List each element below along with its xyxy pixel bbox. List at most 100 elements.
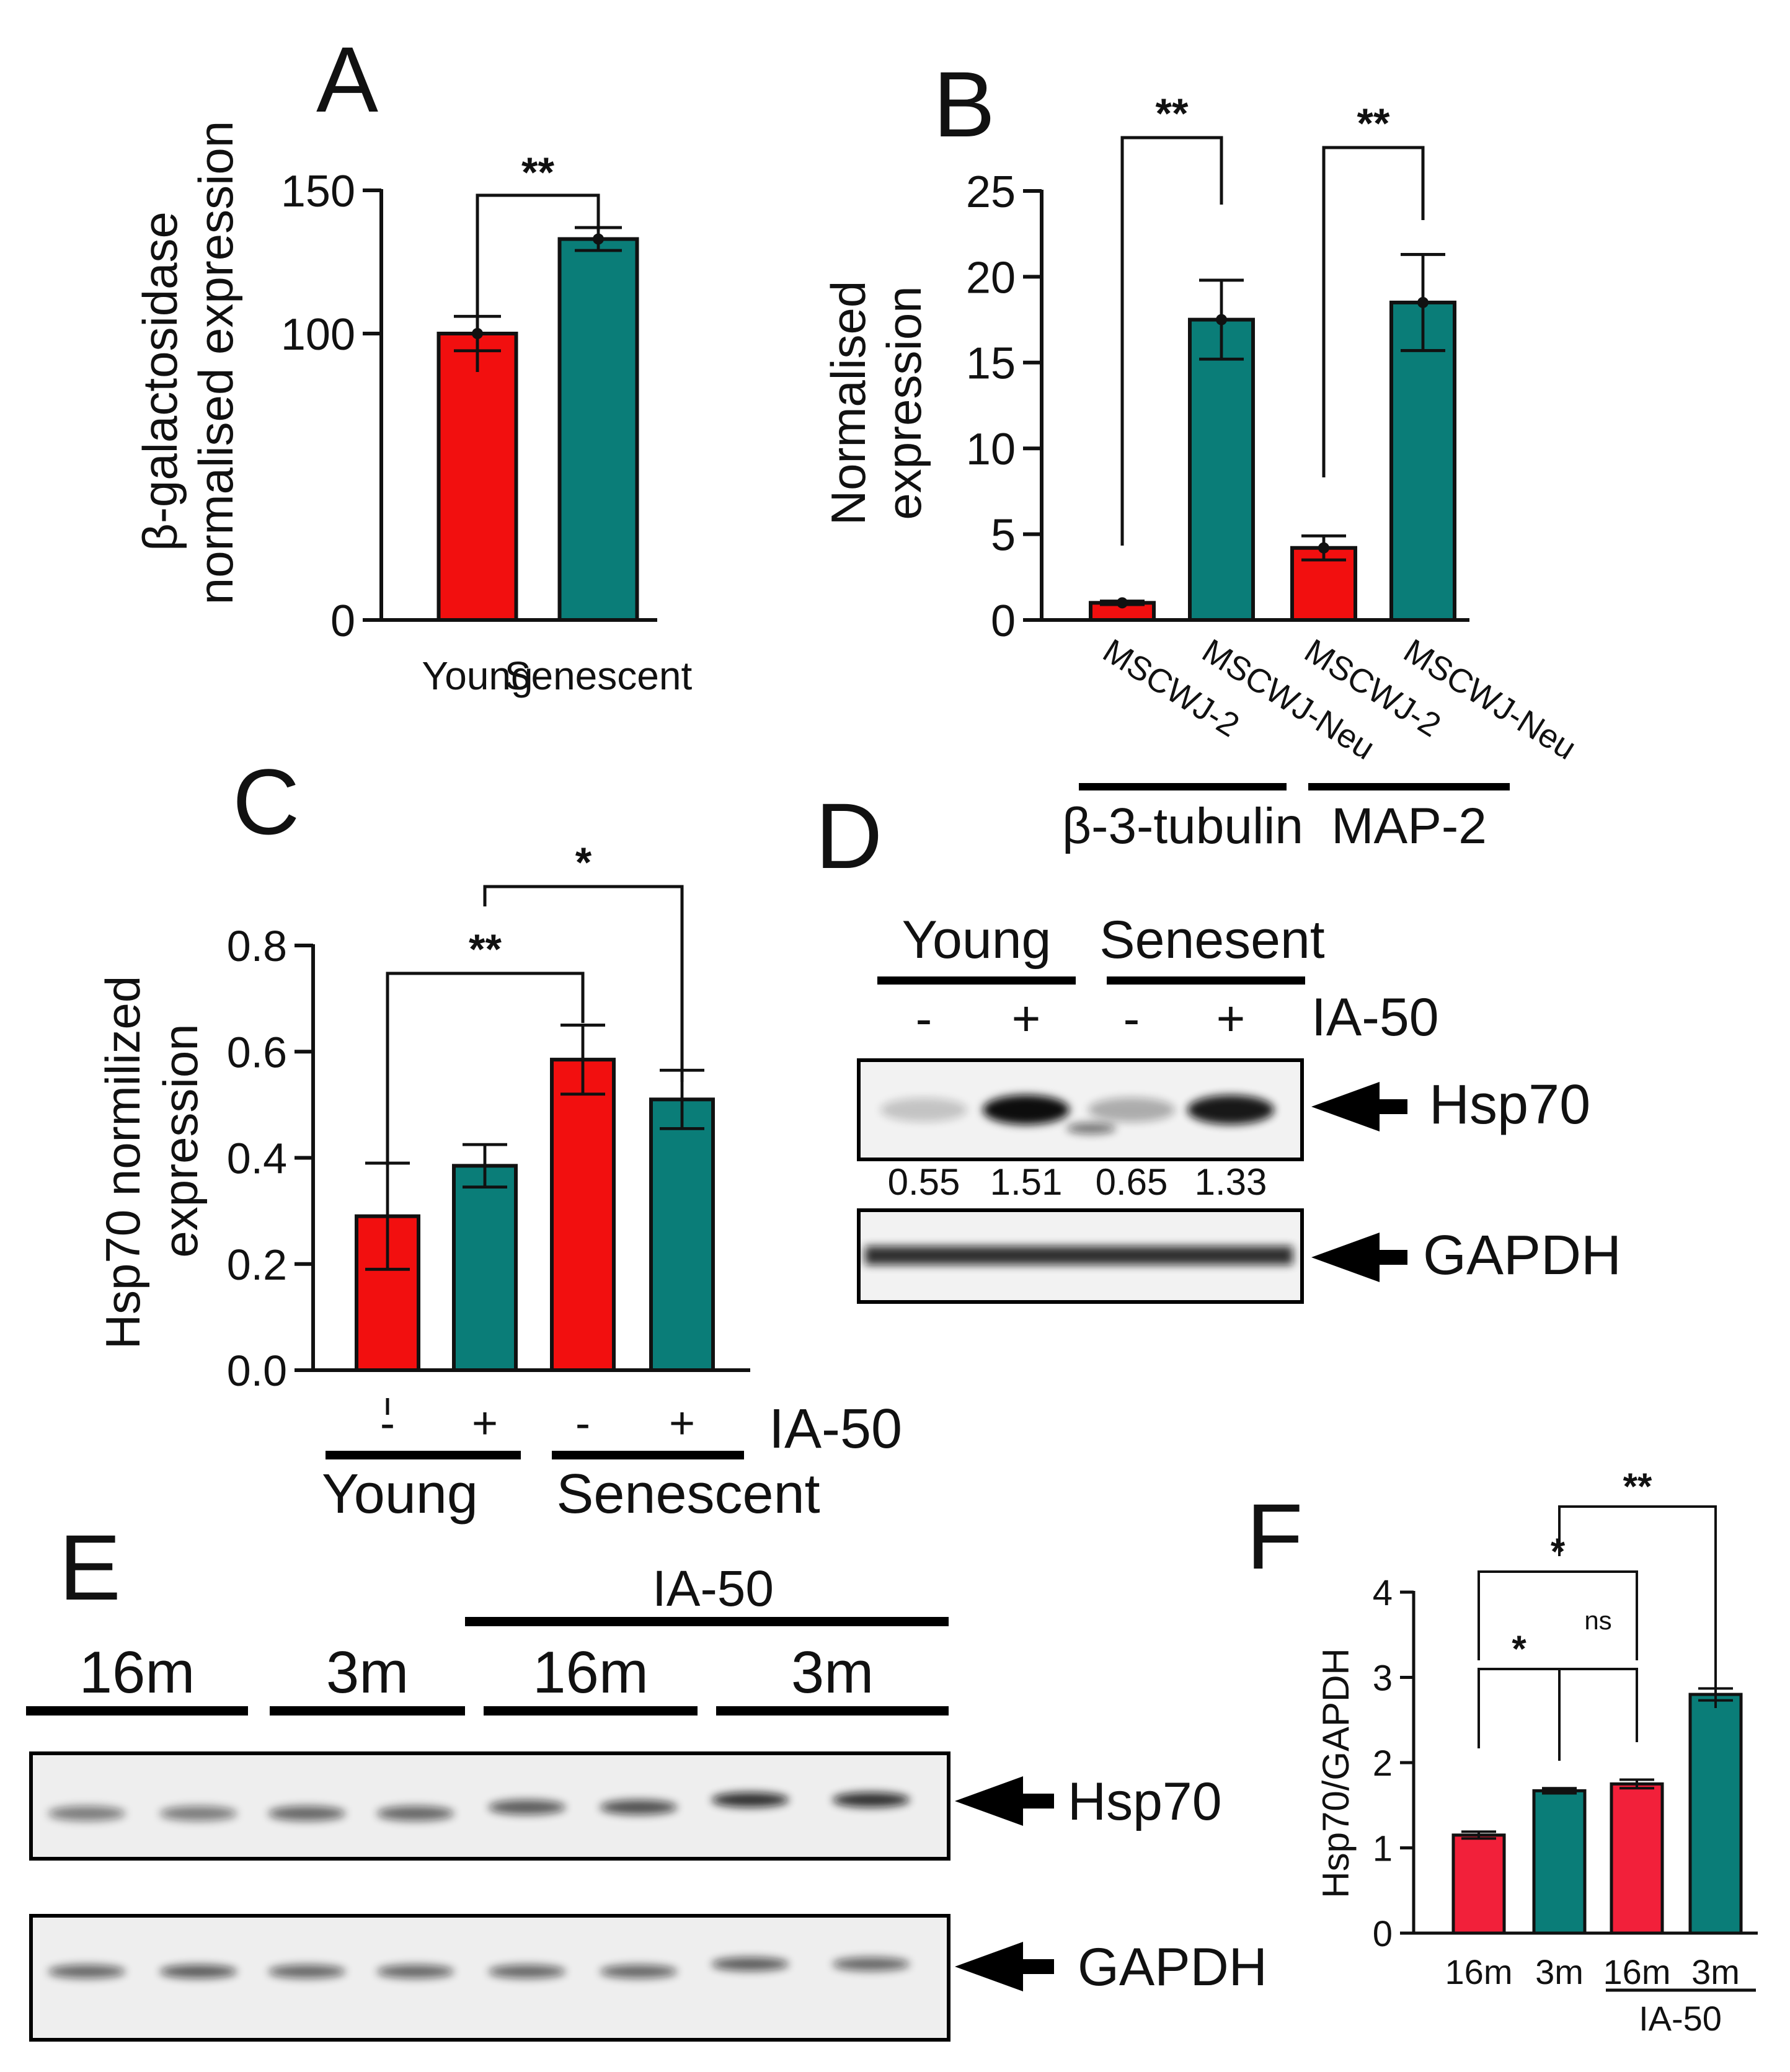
f-bar	[1688, 1693, 1743, 1935]
d-group-underline	[1107, 976, 1305, 985]
a-x-tick-label: Senescent	[505, 653, 693, 698]
f-x-tick-label: 16m	[1445, 1952, 1513, 1991]
b-y-label-line-1: Normalised	[821, 281, 875, 525]
e-hsp70-band	[832, 1792, 910, 1807]
b-group-label: β-3-tubulin	[1062, 798, 1303, 854]
e-gapdh-band	[711, 1957, 789, 1971]
b-significance-label: **	[1156, 90, 1189, 137]
e-gapdh-band	[376, 1965, 454, 1978]
b-mean-point	[1417, 296, 1429, 308]
b-mean-point	[1216, 314, 1227, 325]
e-treatment-label: IA-50	[652, 1561, 774, 1617]
f-significance-label: ns	[1584, 1606, 1611, 1635]
b-y-tick-label: 15	[966, 339, 1016, 389]
f-y-tick-label: 1	[1373, 1828, 1393, 1869]
e-gapdh-arrow	[955, 1942, 1054, 1991]
c-x-tick-label: +	[669, 1399, 695, 1448]
b-bar	[1389, 300, 1456, 622]
c-x-tick-label: +	[472, 1399, 498, 1448]
panel-letter-f: F	[1246, 1484, 1303, 1588]
d-hsp70-band	[983, 1095, 1070, 1125]
c-y-tick-label: 0.4	[227, 1135, 287, 1183]
c-significance-bracket	[483, 885, 684, 1082]
d-hsp70-arrow	[1311, 1082, 1407, 1131]
panel-letter-b: B	[933, 52, 995, 156]
a-bar	[436, 332, 518, 622]
f-x-tick-label: 16m	[1603, 1952, 1671, 1991]
e-group-label: 16m	[533, 1639, 649, 1706]
d-treatment-label: IA-50	[1311, 988, 1439, 1047]
f-x-tick-label: 3m	[1691, 1952, 1740, 1991]
panel-letter-d: D	[815, 784, 882, 888]
b-y-tick-label: 10	[966, 425, 1016, 474]
d-hsp70-label: Hsp70	[1429, 1074, 1590, 1136]
e-gapdh-band	[159, 1965, 237, 1978]
a-y-label-line-2: normalised expression	[188, 121, 243, 604]
b-bar	[1188, 317, 1255, 622]
e-hsp70-band	[159, 1806, 237, 1821]
c-bar	[649, 1097, 715, 1372]
c-treatment-label: IA-50	[769, 1398, 902, 1460]
d-gapdh-arrow	[1311, 1233, 1407, 1282]
f-significance-bracket	[1558, 1505, 1717, 1708]
e-group-label: 3m	[791, 1639, 874, 1706]
c-y-tick-label: 0.2	[227, 1241, 287, 1289]
e-group-underline	[26, 1706, 248, 1716]
b-group-underline	[1079, 783, 1287, 790]
e-group-underline	[716, 1706, 949, 1716]
c-bar	[452, 1164, 518, 1372]
f-bar	[1532, 1789, 1587, 1935]
e-group-label: 16m	[79, 1639, 195, 1706]
c-group-underline	[326, 1451, 521, 1459]
e-gapdh-band	[488, 1965, 566, 1978]
c-group-label: Senescent	[556, 1463, 820, 1525]
b-y-tick-label: 25	[966, 167, 1016, 217]
e-treatment-underline	[465, 1617, 949, 1626]
f-significance-label: **	[1623, 1466, 1652, 1507]
d-hsp70-band	[880, 1097, 967, 1122]
f-y-tick-label: 3	[1373, 1658, 1393, 1698]
b-y-tick-label: 0	[991, 596, 1016, 646]
e-hsp70-band	[376, 1806, 454, 1821]
f-y-tick-label: 2	[1373, 1743, 1393, 1784]
d-quantification: 0.65	[1096, 1161, 1168, 1203]
d-quantification: 0.55	[888, 1161, 960, 1203]
e-hsp70-band	[268, 1806, 346, 1821]
b-y-tick-label: 5	[991, 511, 1016, 560]
c-y-tick-label: 0.6	[227, 1028, 287, 1076]
a-y-tick-label: 150	[281, 167, 355, 216]
e-hsp70-band	[711, 1792, 789, 1807]
c-y-tick-label: 0.8	[227, 922, 287, 970]
e-gapdh-band	[48, 1965, 126, 1978]
e-hsp70-label: Hsp70	[1068, 1772, 1222, 1831]
c-x-tick-label: -	[575, 1399, 590, 1448]
b-significance-bracket	[1322, 146, 1425, 477]
d-quantification: 1.33	[1195, 1161, 1267, 1203]
b-significance-label: **	[1357, 100, 1390, 147]
f-significance-label: *	[1512, 1628, 1526, 1670]
panel-letter-e: E	[59, 1515, 121, 1619]
c-significance-bracket	[386, 972, 585, 1166]
f-treatment-label: IA-50	[1639, 1999, 1722, 2038]
d-group-underline	[877, 976, 1076, 985]
panel-letter-c: C	[233, 750, 299, 854]
f-bar	[1610, 1782, 1664, 1935]
d-treatment-sign: -	[1123, 991, 1140, 1046]
f-y-tick-label: 0	[1373, 1914, 1393, 1954]
c-group-label: Young	[322, 1463, 478, 1525]
d-gapdh-band	[865, 1246, 1293, 1265]
a-bar	[557, 237, 639, 622]
b-mean-point	[1117, 597, 1128, 609]
a-y-tick-label: 100	[281, 310, 355, 360]
a-mean-point	[593, 233, 604, 245]
b-y-tick-label: 20	[966, 253, 1016, 303]
d-hsp70-band	[1187, 1095, 1274, 1125]
d-treatment-sign: +	[1012, 991, 1041, 1046]
f-y-label: Hsp70/GAPDH	[1315, 1648, 1357, 1898]
f-significance-bracket	[1558, 1668, 1638, 1758]
b-y-label-line-2: expression	[877, 286, 931, 520]
